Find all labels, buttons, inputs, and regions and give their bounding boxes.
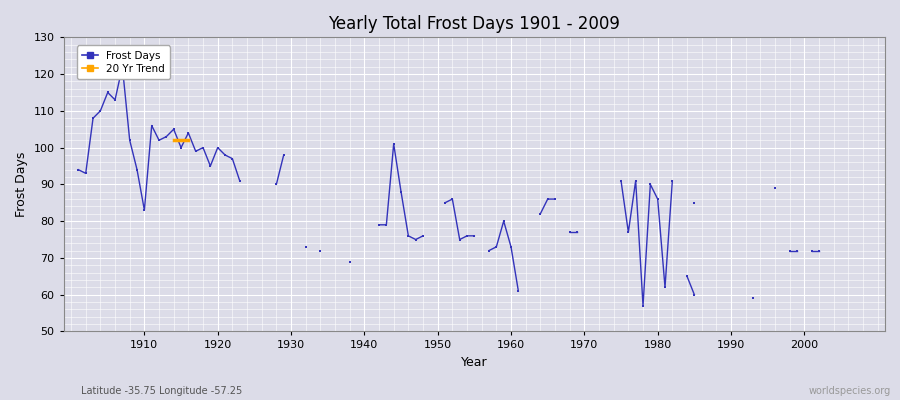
Text: Latitude -35.75 Longitude -57.25: Latitude -35.75 Longitude -57.25 bbox=[81, 386, 242, 396]
X-axis label: Year: Year bbox=[461, 356, 488, 369]
Y-axis label: Frost Days: Frost Days bbox=[15, 152, 28, 217]
Text: worldspecies.org: worldspecies.org bbox=[809, 386, 891, 396]
Title: Yearly Total Frost Days 1901 - 2009: Yearly Total Frost Days 1901 - 2009 bbox=[328, 15, 620, 33]
Legend: Frost Days, 20 Yr Trend: Frost Days, 20 Yr Trend bbox=[77, 46, 170, 79]
